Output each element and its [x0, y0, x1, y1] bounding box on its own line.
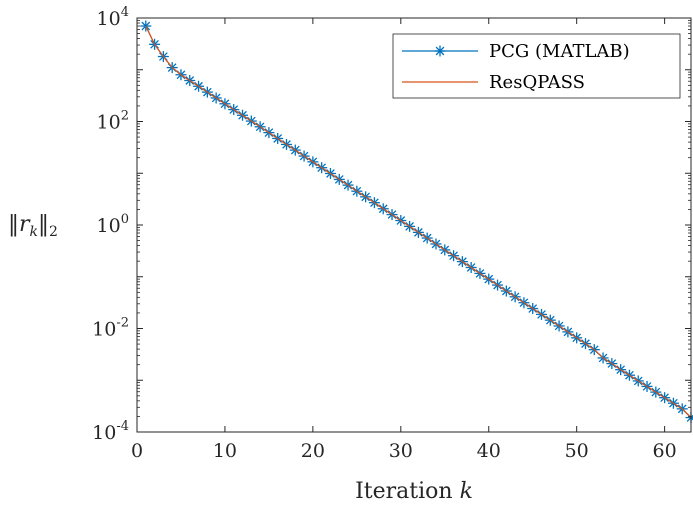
y-tick-label: 100 — [97, 212, 129, 237]
legend-marker-pcg — [434, 45, 446, 57]
y-tick-base: 10 — [97, 8, 121, 30]
y-tick-exponent: -4 — [116, 419, 129, 434]
y-axis-label-norm-sub: 2 — [49, 224, 58, 240]
y-tick-label: 10-4 — [92, 419, 129, 444]
legend-label-pcg: PCG (MATLAB) — [489, 41, 630, 62]
y-tick-label: 10-2 — [92, 316, 129, 341]
series-overlay-1 — [145, 25, 691, 418]
y-tick-exponent: 2 — [121, 109, 129, 124]
x-tick-label: 40 — [477, 440, 501, 462]
y-tick-exponent: 0 — [121, 212, 129, 227]
y-tick-base: 10 — [97, 112, 121, 134]
legend-box — [392, 33, 681, 99]
y-axis-label: ‖rk‖2 — [8, 212, 58, 240]
x-tick-label: 50 — [565, 440, 589, 462]
y-tick-exponent: -2 — [116, 316, 129, 331]
x-tick-label: 20 — [301, 440, 325, 462]
x-tick-label: 60 — [653, 440, 677, 462]
x-tick-label: 10 — [213, 440, 237, 462]
series-layer — [140, 20, 693, 424]
legend-label-resqpass: ResQPASS — [489, 72, 585, 93]
series-line-overlay-1 — [145, 25, 691, 418]
x-axis-label: Iteration k — [355, 479, 473, 504]
x-axis-label-text: Iteration — [355, 479, 459, 504]
y-tick-base: 10 — [92, 319, 116, 341]
axes-layer — [136, 17, 692, 433]
y-tick-label: 104 — [97, 5, 129, 30]
legend-asterisk — [434, 45, 446, 57]
y-tick-base: 10 — [92, 422, 116, 444]
y-tick-exponent: 4 — [121, 5, 129, 20]
y-axis-label-var: r — [19, 212, 31, 237]
y-axis-label-left: ‖ — [8, 212, 19, 237]
data-point-stroke-3 — [141, 21, 151, 31]
y-axis-label-sub: k — [30, 224, 38, 240]
legend: PCG (MATLAB) ResQPASS — [392, 33, 681, 99]
legend-asterisk-stroke-3 — [435, 46, 445, 56]
data-point — [140, 20, 152, 32]
y-tick-label: 102 — [97, 109, 129, 134]
x-tick-label: 0 — [131, 440, 143, 462]
y-axis-label-right: ‖ — [38, 212, 49, 237]
x-axis-label-var: k — [460, 479, 473, 504]
y-tick-base: 10 — [97, 215, 121, 237]
x-tick-label: 30 — [389, 440, 413, 462]
